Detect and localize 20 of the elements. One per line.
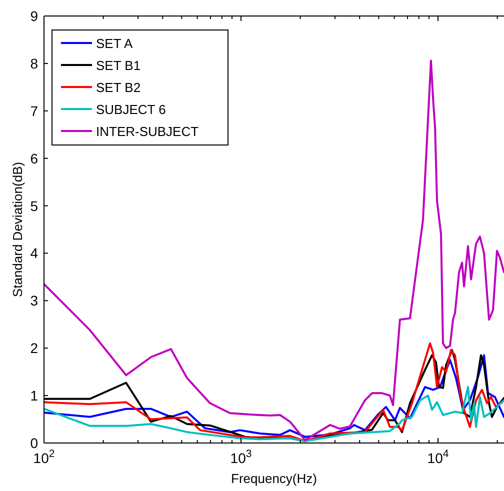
legend-label: SET B2 [96,80,141,95]
y-tick-label: 8 [30,55,38,72]
x-tick-label: 10$^{3}$ [230,448,252,466]
y-tick-label: 0 [30,435,38,451]
y-tick-label: 6 [30,150,38,166]
legend-label: SUBJECT 6 [96,102,166,117]
x-tick-label: 10$^{2}$ [33,448,55,466]
legend-label: INTER-SUBJECT [96,124,199,139]
legend-label: SET A [96,36,133,51]
y-axis-title: Standard Deviation(dB) [10,162,25,298]
x-tick-label: 10$^{4}$ [427,448,449,466]
y-tick-label: 7 [30,102,38,119]
legend-label: SET B1 [96,58,141,73]
y-tick-label: 1 [30,388,38,404]
x-axis-title: Frequency(Hz) [231,471,317,486]
y-tick-label: 4 [30,245,38,262]
y-tick-label: 5 [30,198,38,214]
y-tick-label: 2 [30,340,38,356]
y-tick-label: 3 [30,292,38,309]
y-tick-label: 9 [30,8,38,24]
